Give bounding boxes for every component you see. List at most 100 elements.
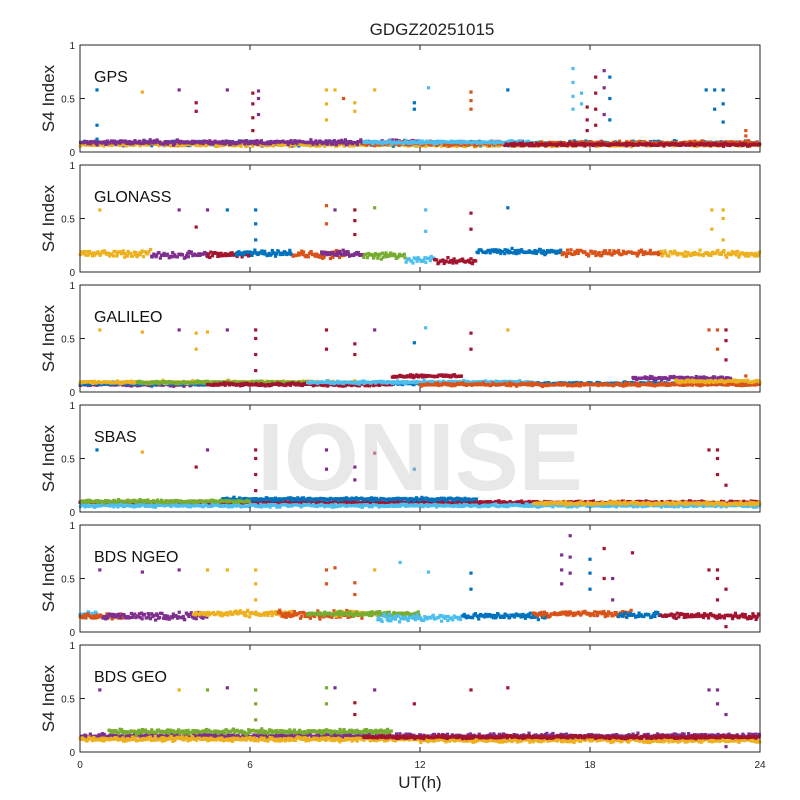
data-point xyxy=(725,255,729,259)
data-point xyxy=(542,249,546,253)
data-point xyxy=(93,251,98,256)
data-point xyxy=(722,144,726,148)
data-point xyxy=(427,142,431,146)
data-point xyxy=(528,141,532,146)
data-point xyxy=(593,250,597,254)
data-point xyxy=(538,248,542,252)
data-point xyxy=(365,256,370,260)
data-point xyxy=(354,141,358,145)
data-point xyxy=(245,252,249,256)
data-point xyxy=(572,252,576,256)
data-point xyxy=(513,249,517,253)
spike-point xyxy=(251,91,255,95)
data-point xyxy=(456,142,460,147)
spike-point xyxy=(469,211,473,215)
data-point xyxy=(105,139,109,143)
data-point xyxy=(629,142,634,146)
data-point xyxy=(138,253,142,257)
data-point xyxy=(273,254,278,258)
data-point xyxy=(185,253,189,258)
data-point xyxy=(213,380,217,384)
spike-point xyxy=(353,208,357,212)
constellation-label: GPS xyxy=(94,69,128,86)
data-point xyxy=(250,253,254,257)
data-point xyxy=(723,253,728,257)
data-point xyxy=(252,251,256,255)
data-point xyxy=(525,383,530,387)
data-point xyxy=(124,252,128,256)
spike-point xyxy=(256,96,261,101)
data-point xyxy=(348,253,353,257)
data-point xyxy=(617,139,622,143)
data-point xyxy=(617,248,621,253)
y-axis-label: S4 Index xyxy=(39,184,58,252)
data-point xyxy=(246,383,250,387)
data-point xyxy=(170,255,174,259)
spike-point xyxy=(710,208,714,212)
spike-point xyxy=(254,238,258,242)
data-point xyxy=(540,251,545,255)
data-point xyxy=(471,382,475,386)
data-point xyxy=(159,142,163,146)
data-point xyxy=(123,139,128,143)
data-point xyxy=(303,143,307,147)
data-point xyxy=(323,252,328,256)
data-point xyxy=(616,381,621,386)
data-point xyxy=(170,139,174,143)
data-point xyxy=(222,381,227,385)
spike-point xyxy=(585,118,589,122)
data-point xyxy=(614,250,619,254)
data-point xyxy=(281,139,285,143)
data-point xyxy=(218,254,222,258)
spike-point xyxy=(333,88,337,92)
data-point xyxy=(146,252,150,256)
data-point xyxy=(309,138,313,142)
data-point xyxy=(89,379,93,384)
data-point xyxy=(341,248,345,252)
data-point xyxy=(501,249,505,254)
data-point xyxy=(214,140,219,144)
data-point xyxy=(333,380,337,385)
data-point xyxy=(564,254,569,259)
data-point xyxy=(298,382,302,386)
y-tick-label: 0 xyxy=(69,148,75,159)
spike-point xyxy=(251,116,255,120)
spike-point xyxy=(140,90,144,94)
data-point xyxy=(625,383,629,387)
data-point xyxy=(753,254,757,258)
spike-point xyxy=(424,208,428,212)
data-point xyxy=(503,248,507,252)
data-point xyxy=(388,139,392,143)
data-point xyxy=(716,248,720,253)
data-point xyxy=(520,141,525,145)
data-point xyxy=(134,250,138,255)
data-point xyxy=(114,250,118,254)
data-point xyxy=(245,144,249,148)
data-point xyxy=(85,250,89,254)
data-point xyxy=(147,141,151,145)
data-point xyxy=(744,254,748,258)
data-point xyxy=(624,252,628,256)
data-point xyxy=(266,140,270,144)
data-point xyxy=(742,140,746,144)
data-point xyxy=(459,374,464,378)
data-point xyxy=(582,141,586,146)
data-point xyxy=(515,142,519,147)
data-point xyxy=(546,383,550,388)
data-point xyxy=(234,253,238,257)
data-point xyxy=(623,141,628,146)
plot-area xyxy=(80,45,760,152)
data-point xyxy=(421,380,425,385)
data-point xyxy=(346,252,350,256)
data-point xyxy=(111,254,116,258)
data-point xyxy=(733,143,737,147)
data-point xyxy=(631,142,636,146)
data-point xyxy=(378,252,382,256)
data-point xyxy=(251,144,255,148)
data-point xyxy=(518,379,522,383)
data-point xyxy=(158,140,162,144)
data-point xyxy=(666,140,670,145)
data-point xyxy=(320,383,324,387)
data-point xyxy=(505,383,510,388)
data-point xyxy=(359,138,363,142)
